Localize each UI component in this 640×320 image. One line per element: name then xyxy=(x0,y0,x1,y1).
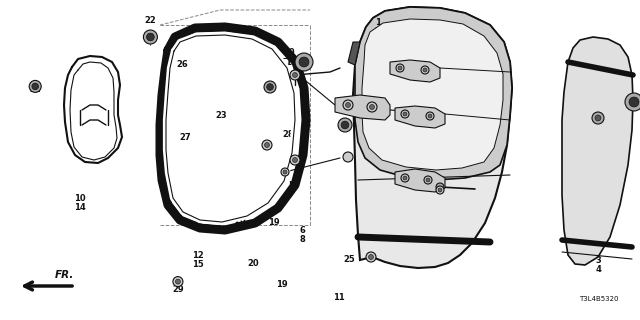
Circle shape xyxy=(264,81,276,93)
Circle shape xyxy=(436,186,444,194)
Circle shape xyxy=(143,30,157,44)
Circle shape xyxy=(426,178,430,182)
Text: 6: 6 xyxy=(299,226,305,235)
Text: 28: 28 xyxy=(282,130,294,139)
Circle shape xyxy=(629,97,639,107)
Circle shape xyxy=(299,57,309,67)
Circle shape xyxy=(403,112,407,116)
Circle shape xyxy=(398,66,402,70)
Circle shape xyxy=(401,110,409,118)
Text: 16: 16 xyxy=(455,34,467,43)
Circle shape xyxy=(32,83,38,90)
Circle shape xyxy=(421,66,429,74)
Text: T3L4B5320: T3L4B5320 xyxy=(579,296,618,302)
Circle shape xyxy=(403,176,407,180)
Circle shape xyxy=(426,112,434,120)
Polygon shape xyxy=(355,7,512,180)
Text: 15: 15 xyxy=(193,260,204,269)
Text: 3: 3 xyxy=(596,256,601,265)
Circle shape xyxy=(290,70,300,80)
Circle shape xyxy=(343,152,353,162)
Text: 27: 27 xyxy=(180,133,191,142)
Text: 2: 2 xyxy=(374,27,381,36)
Circle shape xyxy=(346,102,351,108)
Polygon shape xyxy=(562,37,633,265)
Polygon shape xyxy=(362,19,503,170)
Text: 26: 26 xyxy=(177,60,188,68)
Circle shape xyxy=(423,68,427,72)
Circle shape xyxy=(175,279,180,284)
Circle shape xyxy=(341,121,349,129)
Text: 1: 1 xyxy=(374,18,381,27)
Text: 14: 14 xyxy=(74,204,86,212)
Text: 23: 23 xyxy=(215,111,227,120)
Text: 17: 17 xyxy=(455,43,467,52)
Polygon shape xyxy=(353,7,512,268)
Text: 21: 21 xyxy=(193,221,204,230)
Circle shape xyxy=(428,114,432,118)
Circle shape xyxy=(281,168,289,176)
Polygon shape xyxy=(395,106,445,128)
Circle shape xyxy=(367,102,377,112)
Text: 22: 22 xyxy=(145,16,156,25)
Text: 9: 9 xyxy=(289,48,294,57)
Text: 24: 24 xyxy=(417,86,428,95)
Circle shape xyxy=(369,254,374,260)
Circle shape xyxy=(290,155,300,165)
Polygon shape xyxy=(390,60,440,82)
Text: 13: 13 xyxy=(285,58,297,67)
Circle shape xyxy=(173,276,183,287)
Circle shape xyxy=(147,33,154,41)
Circle shape xyxy=(595,115,601,121)
Polygon shape xyxy=(348,42,360,65)
Text: 29: 29 xyxy=(172,285,184,294)
Text: 19: 19 xyxy=(276,280,287,289)
Text: FR.: FR. xyxy=(55,270,74,280)
Text: 20: 20 xyxy=(247,260,259,268)
Text: 12: 12 xyxy=(193,252,204,260)
Circle shape xyxy=(29,80,41,92)
Circle shape xyxy=(264,142,269,148)
Polygon shape xyxy=(395,169,445,192)
Circle shape xyxy=(292,157,298,163)
Circle shape xyxy=(338,118,352,132)
Circle shape xyxy=(436,183,444,191)
Text: 20: 20 xyxy=(234,216,246,225)
Text: 5: 5 xyxy=(288,181,294,190)
Circle shape xyxy=(343,100,353,110)
Circle shape xyxy=(396,64,404,72)
Circle shape xyxy=(295,53,313,71)
Text: 10: 10 xyxy=(74,194,86,203)
Text: 4: 4 xyxy=(595,265,602,274)
Text: 25: 25 xyxy=(343,255,355,264)
Text: 18: 18 xyxy=(461,92,473,100)
Circle shape xyxy=(438,188,442,192)
Text: 19: 19 xyxy=(268,218,280,227)
Circle shape xyxy=(292,73,298,77)
Circle shape xyxy=(262,140,272,150)
Polygon shape xyxy=(335,95,390,120)
Text: 18: 18 xyxy=(452,124,463,133)
Text: 7: 7 xyxy=(289,190,294,199)
Circle shape xyxy=(267,84,273,90)
Circle shape xyxy=(369,105,374,109)
Circle shape xyxy=(366,252,376,262)
Text: 8: 8 xyxy=(300,235,305,244)
Circle shape xyxy=(625,93,640,111)
Text: 22: 22 xyxy=(29,85,41,94)
Circle shape xyxy=(401,174,409,182)
Circle shape xyxy=(424,176,432,184)
Text: 11: 11 xyxy=(333,293,345,302)
Circle shape xyxy=(283,170,287,174)
Circle shape xyxy=(592,112,604,124)
